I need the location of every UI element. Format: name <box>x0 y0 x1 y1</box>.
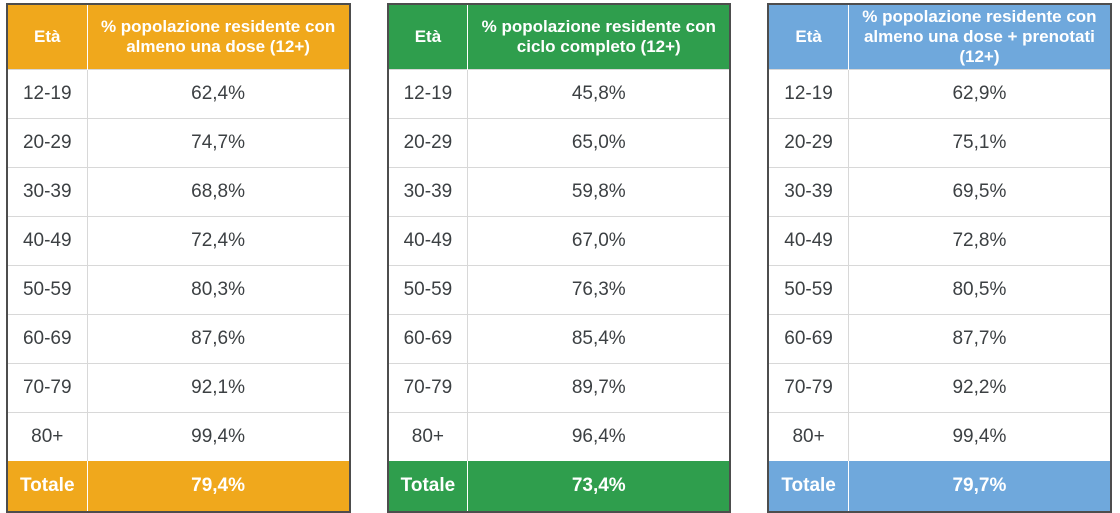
table-row: 40-49 72,4% <box>7 216 350 266</box>
table-column-dose-booked: Età % popolazione residente con almeno u… <box>767 3 1113 513</box>
age-cell: 30-39 <box>387 167 469 217</box>
age-cell: 80+ <box>768 412 849 462</box>
table-row: 50-59 76,3% <box>387 265 731 315</box>
value-cell: 74,7% <box>87 118 350 168</box>
column-header-metric: % popolazione residente con almeno una d… <box>848 4 1112 70</box>
table-row: 30-39 59,8% <box>387 167 731 217</box>
age-cell: 60-69 <box>768 314 849 364</box>
table-row: 60-69 85,4% <box>387 314 731 364</box>
value-cell: 99,4% <box>848 412 1112 462</box>
value-cell: 62,9% <box>848 69 1112 119</box>
column-header-age: Età <box>7 4 88 70</box>
table-row: 20-29 74,7% <box>7 118 350 168</box>
age-cell: 20-29 <box>7 118 88 168</box>
table-row: 60-69 87,7% <box>768 314 1112 364</box>
age-cell: 50-59 <box>387 265 469 315</box>
table-dose-booked: Età % popolazione residente con almeno u… <box>767 3 1113 513</box>
value-cell: 59,8% <box>467 167 731 217</box>
table-row: 70-79 92,1% <box>7 363 350 413</box>
value-cell: 87,6% <box>87 314 350 364</box>
header-row: Età % popolazione residente con almeno u… <box>7 4 350 70</box>
table-row: 80+ 99,4% <box>7 412 350 461</box>
value-cell: 92,2% <box>848 363 1112 413</box>
column-header-age: Età <box>387 4 469 70</box>
age-cell: 80+ <box>7 412 88 461</box>
table-row: 70-79 92,2% <box>768 363 1112 413</box>
age-cell: 50-59 <box>7 265 88 315</box>
table-row: 40-49 67,0% <box>387 216 731 266</box>
value-cell: 68,8% <box>87 167 350 217</box>
value-cell: 67,0% <box>467 216 731 266</box>
table-row: 40-49 72,8% <box>768 216 1112 266</box>
total-value: 73,4% <box>467 461 731 512</box>
table-row: 20-29 75,1% <box>768 118 1112 168</box>
header-row: Età % popolazione residente con ciclo co… <box>387 4 731 70</box>
age-cell: 12-19 <box>768 69 849 119</box>
age-cell: 12-19 <box>7 69 88 119</box>
age-cell: 30-39 <box>7 167 88 217</box>
value-cell: 80,3% <box>87 265 350 315</box>
table-column-full-cycle: Età % popolazione residente con ciclo co… <box>386 3 732 513</box>
table-row: 20-29 65,0% <box>387 118 731 168</box>
column-header-metric: % popolazione residente con ciclo comple… <box>467 4 731 70</box>
age-cell: 70-79 <box>387 363 469 413</box>
total-label: Totale <box>7 461 88 512</box>
age-cell: 30-39 <box>768 167 849 217</box>
value-cell: 75,1% <box>848 118 1112 168</box>
total-label: Totale <box>387 461 469 512</box>
age-cell: 80+ <box>387 412 469 461</box>
total-row: Totale 79,4% <box>7 461 350 512</box>
value-cell: 62,4% <box>87 69 350 119</box>
age-cell: 60-69 <box>387 314 469 364</box>
age-cell: 12-19 <box>387 69 469 119</box>
value-cell: 76,3% <box>467 265 731 315</box>
table-row: 12-19 62,4% <box>7 69 350 119</box>
value-cell: 89,7% <box>467 363 731 413</box>
table-row: 12-19 45,8% <box>387 69 731 119</box>
age-cell: 40-49 <box>768 216 849 266</box>
value-cell: 45,8% <box>467 69 731 119</box>
column-header-metric: % popolazione residente con almeno una d… <box>87 4 350 70</box>
value-cell: 92,1% <box>87 363 350 413</box>
total-label: Totale <box>768 461 849 513</box>
table-row: 12-19 62,9% <box>768 69 1112 119</box>
table-column-one-dose: Età % popolazione residente con almeno u… <box>6 3 351 513</box>
header-row: Età % popolazione residente con almeno u… <box>768 4 1112 70</box>
total-value: 79,7% <box>848 461 1112 513</box>
total-value: 79,4% <box>87 461 350 512</box>
age-cell: 40-49 <box>387 216 469 266</box>
table-row: 70-79 89,7% <box>387 363 731 413</box>
value-cell: 99,4% <box>87 412 350 461</box>
value-cell: 80,5% <box>848 265 1112 315</box>
table-row: 80+ 99,4% <box>768 412 1112 462</box>
table-row: 30-39 68,8% <box>7 167 350 217</box>
value-cell: 96,4% <box>467 412 731 461</box>
age-cell: 40-49 <box>7 216 88 266</box>
table-row: 80+ 96,4% <box>387 412 731 461</box>
age-cell: 60-69 <box>7 314 88 364</box>
table-row: 60-69 87,6% <box>7 314 350 364</box>
value-cell: 65,0% <box>467 118 731 168</box>
column-header-age: Età <box>768 4 849 70</box>
table-full-cycle: Età % popolazione residente con ciclo co… <box>386 3 732 513</box>
age-cell: 20-29 <box>387 118 469 168</box>
age-cell: 70-79 <box>768 363 849 413</box>
total-row: Totale 79,7% <box>768 461 1112 513</box>
value-cell: 69,5% <box>848 167 1112 217</box>
value-cell: 72,4% <box>87 216 350 266</box>
value-cell: 87,7% <box>848 314 1112 364</box>
vaccination-tables-board: Età % popolazione residente con almeno u… <box>6 3 1113 513</box>
table-one-dose: Età % popolazione residente con almeno u… <box>6 3 351 513</box>
total-row: Totale 73,4% <box>387 461 731 512</box>
age-cell: 70-79 <box>7 363 88 413</box>
table-row: 50-59 80,5% <box>768 265 1112 315</box>
value-cell: 85,4% <box>467 314 731 364</box>
age-cell: 50-59 <box>768 265 849 315</box>
table-row: 50-59 80,3% <box>7 265 350 315</box>
value-cell: 72,8% <box>848 216 1112 266</box>
table-row: 30-39 69,5% <box>768 167 1112 217</box>
age-cell: 20-29 <box>768 118 849 168</box>
